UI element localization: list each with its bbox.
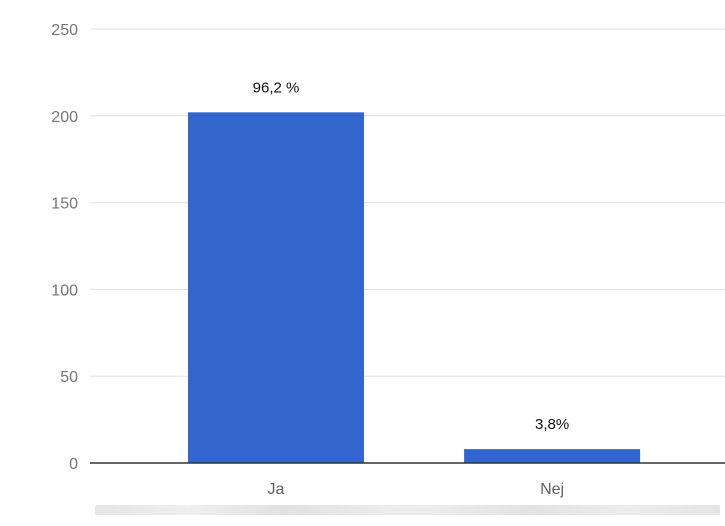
y-tick-label: 150 bbox=[51, 196, 78, 213]
blurred-caption bbox=[95, 505, 720, 515]
y-tick-label: 0 bbox=[69, 456, 78, 473]
data-label-nej: 3,8% bbox=[535, 416, 569, 433]
y-tick-label: 200 bbox=[51, 109, 78, 126]
data-label-ja: 96,2 % bbox=[253, 79, 300, 96]
gridlines bbox=[90, 28, 725, 377]
y-tick-label: 250 bbox=[51, 22, 78, 39]
y-tick-label: 100 bbox=[51, 282, 78, 299]
category-label-ja: Ja bbox=[268, 481, 285, 498]
bars bbox=[188, 112, 641, 463]
x-axis-category-labels: Ja Nej bbox=[268, 481, 565, 498]
y-tick-label: 50 bbox=[60, 369, 78, 386]
bar-ja bbox=[188, 112, 364, 463]
y-axis-tick-labels: 0 50 100 150 200 250 bbox=[51, 22, 78, 473]
bar-nej bbox=[464, 449, 641, 463]
data-labels: 96,2 % 3,8% bbox=[253, 79, 570, 433]
category-label-nej: Nej bbox=[540, 481, 564, 498]
